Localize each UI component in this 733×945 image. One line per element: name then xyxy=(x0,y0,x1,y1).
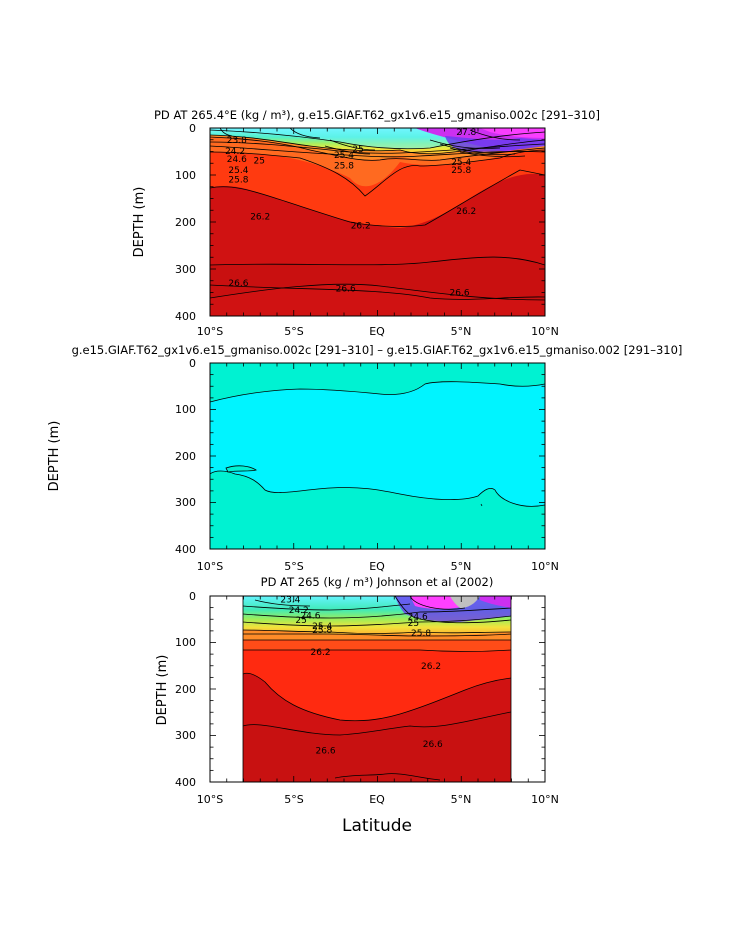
contour-label: 27.8 xyxy=(456,128,476,138)
panel3-ytick-labels: 0 100 200 300 400 xyxy=(175,590,196,789)
contour-label: 26.2 xyxy=(456,207,476,217)
contour-label: 25.8 xyxy=(228,176,248,186)
ytick-label: 200 xyxy=(175,216,196,229)
panel1-ticks xyxy=(209,127,546,317)
panel-observations: PD AT 265 (kg / m³) Johnson et al (2002) xyxy=(155,575,559,806)
panel2-ticks xyxy=(209,362,546,550)
contour-label: 26.2 xyxy=(351,221,371,231)
x-axis-label: Latitude xyxy=(342,816,412,836)
contour-label: 26.2 xyxy=(250,212,270,222)
panel1-xtick-labels: 10°S 5°S EQ 5°N 10°N xyxy=(197,325,559,338)
panel-difference: g.e15.GIAF.T62_gx1v6.e15_gmaniso.002c [2… xyxy=(47,343,682,573)
contour-label: 26.2 xyxy=(311,648,331,658)
xtick-label: 10°N xyxy=(531,793,559,806)
xtick-label: EQ xyxy=(369,325,385,338)
panel3-ticks xyxy=(209,595,546,783)
ytick-label: 300 xyxy=(175,729,196,742)
ytick-label: 0 xyxy=(189,590,196,603)
panel1-contour-labels: 23.824.224.6 2525.425.826.226.226.226.626… xyxy=(225,128,476,299)
contour-label: 25 xyxy=(254,156,265,166)
panel1-ytick-labels: 0 100 200 300 400 xyxy=(175,122,196,323)
xtick-label: 10°S xyxy=(197,560,223,573)
panel1-ylabel: DEPTH (m) xyxy=(132,187,147,258)
panel1-title: PD AT 265.4°E (kg / m³), g.e15.GIAF.T62_… xyxy=(154,108,600,122)
contour-label: 25 xyxy=(408,619,419,629)
ytick-label: 300 xyxy=(175,496,196,509)
ytick-label: 200 xyxy=(175,450,196,463)
xtick-label: 10°S xyxy=(197,793,223,806)
contour-label: 23.8 xyxy=(227,136,247,146)
xtick-label: 5°N xyxy=(451,560,472,573)
ytick-label: 0 xyxy=(189,357,196,370)
ytick-label: 100 xyxy=(175,169,196,182)
ytick-label: 100 xyxy=(175,403,196,416)
panel2-ylabel: DEPTH (m) xyxy=(47,421,62,492)
panel3-ylabel: DEPTH (m) xyxy=(155,655,170,726)
panel3-plot-area xyxy=(243,596,511,782)
contour-label: 24.6 xyxy=(408,612,428,622)
contour-label: 26.6 xyxy=(423,740,443,750)
contour-label: 25.8 xyxy=(411,629,431,639)
contour-label: 25.8 xyxy=(334,162,354,172)
xtick-label: EQ xyxy=(369,560,385,573)
panel3-xtick-labels: 10°S 5°S EQ 5°N 10°N xyxy=(197,793,559,806)
contour-label: 26.2 xyxy=(421,662,441,672)
xtick-label: 10°N xyxy=(531,325,559,338)
panel3-title: PD AT 265 (kg / m³) Johnson et al (2002) xyxy=(261,575,494,589)
ytick-label: 0 xyxy=(189,122,196,135)
contour-label: 24.2 xyxy=(289,606,309,616)
contour-label: 23.4 xyxy=(280,596,300,606)
panel-model-density: PD AT 265.4°E (kg / m³), g.e15.GIAF.T62_… xyxy=(132,108,600,338)
contour-label: 25.4 xyxy=(312,622,332,632)
xtick-label: 5°S xyxy=(284,325,303,338)
panel2-ytick-labels: 0 100 200 300 400 xyxy=(175,357,196,556)
contour-label: 24.6 xyxy=(300,612,320,622)
xtick-label: 10°N xyxy=(531,560,559,573)
contour-label: 26.6 xyxy=(228,279,248,289)
panel2-title: g.e15.GIAF.T62_gx1v6.e15_gmaniso.002c [2… xyxy=(72,343,683,357)
contour-label: 25.4 xyxy=(451,158,471,168)
xtick-label: 10°S xyxy=(197,325,223,338)
xtick-label: 5°N xyxy=(451,793,472,806)
contour-label: 24.6 xyxy=(227,155,247,165)
panel2-plot-area xyxy=(210,363,545,549)
ytick-label: 100 xyxy=(175,636,196,649)
contour-label: 25 xyxy=(295,616,306,626)
contour-label: 25.4 xyxy=(228,166,248,176)
contour-label: 25.4 xyxy=(334,151,354,161)
xtick-label: EQ xyxy=(369,793,385,806)
contour-label: 26.6 xyxy=(336,284,356,294)
contour-label: 26.6 xyxy=(316,746,336,756)
xtick-label: 5°S xyxy=(284,560,303,573)
ytick-label: 400 xyxy=(175,776,196,789)
contour-label: 25.8 xyxy=(451,166,471,176)
ytick-label: 400 xyxy=(175,543,196,556)
contour-label: 26.6 xyxy=(450,289,470,299)
ytick-label: 200 xyxy=(175,683,196,696)
ytick-label: 400 xyxy=(175,310,196,323)
contour-label: 25.8 xyxy=(312,626,332,636)
xtick-label: 5°S xyxy=(284,793,303,806)
ytick-label: 300 xyxy=(175,263,196,276)
panel2-xtick-labels: 10°S 5°S EQ 5°N 10°N xyxy=(197,560,559,573)
panel3-contour-labels: 23.424.224.62525.425.826.226.226.626.624… xyxy=(280,596,443,757)
contour-label: 24.2 xyxy=(225,147,245,157)
contour-label: 25 xyxy=(352,145,363,155)
xtick-label: 5°N xyxy=(451,325,472,338)
